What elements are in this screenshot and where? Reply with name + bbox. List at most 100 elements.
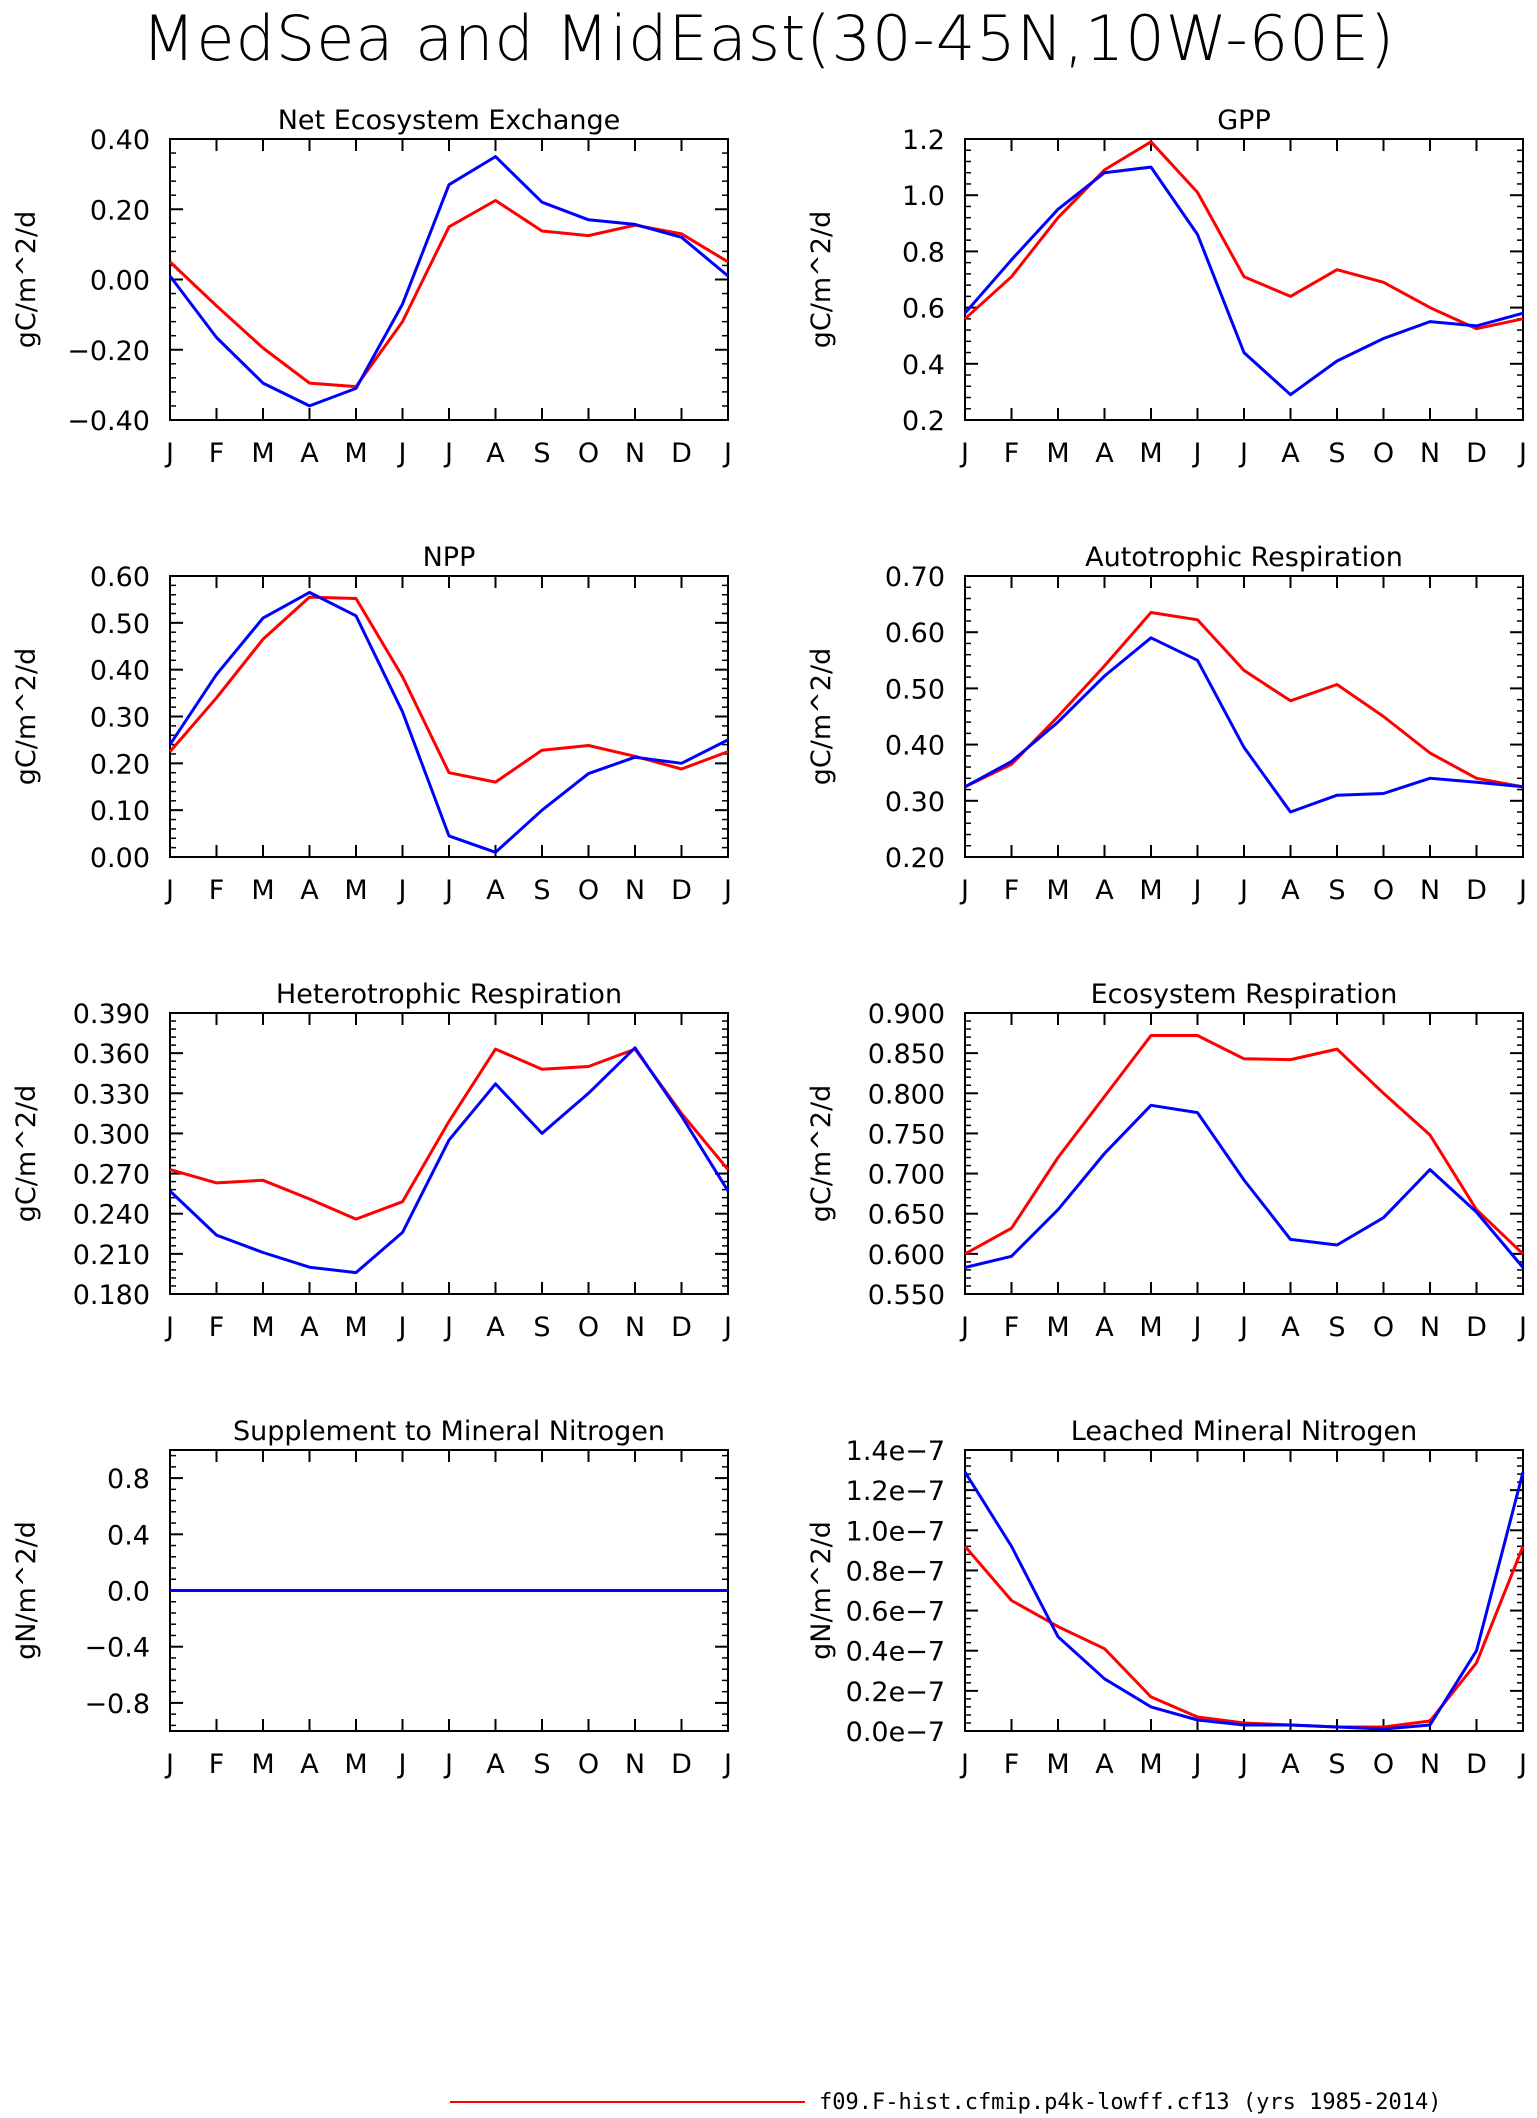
y-tick-label: 0.20 [885, 843, 945, 874]
x-tick-label: M [1046, 1749, 1069, 1780]
x-tick-label: J [722, 1312, 732, 1343]
x-tick-label: M [1046, 438, 1069, 469]
x-tick-label: F [1004, 1749, 1020, 1780]
chart-title: GPP [1217, 105, 1271, 136]
x-tick-label: J [959, 1312, 969, 1343]
x-tick-label: J [164, 875, 174, 906]
x-tick-label: J [1192, 1749, 1202, 1780]
x-tick-label: A [1095, 875, 1114, 906]
x-tick-label: J [959, 875, 969, 906]
y-tick-label: 0.00 [90, 266, 150, 297]
x-tick-label: S [533, 438, 550, 469]
x-tick-label: O [1373, 875, 1394, 906]
y-tick-label: 0.360 [73, 1039, 150, 1070]
y-tick-label: 1.0 [902, 181, 945, 212]
plot-frame [169, 575, 729, 858]
series-line-red [963, 140, 1524, 331]
y-tick-label: 0.10 [90, 796, 150, 827]
chart-title: NPP [423, 542, 476, 573]
y-tick-label: 0.6 [902, 294, 945, 325]
x-tick-label: A [486, 1749, 505, 1780]
x-tick-label: M [251, 875, 274, 906]
x-tick-label: M [1046, 1312, 1069, 1343]
x-tick-label: J [1192, 1312, 1202, 1343]
y-tick-label: 0.30 [885, 787, 945, 818]
x-tick-label: A [1095, 1749, 1114, 1780]
x-tick-label: J [1517, 1749, 1527, 1780]
x-tick-label: A [1281, 1312, 1300, 1343]
x-tick-label: M [1139, 1312, 1162, 1343]
x-tick-label: M [251, 1312, 274, 1343]
chart-title: Leached Mineral Nitrogen [1071, 1416, 1417, 1447]
x-tick-label: J [1517, 1312, 1527, 1343]
x-tick-label: F [1004, 1312, 1020, 1343]
x-tick-label: A [486, 438, 505, 469]
x-tick-label: D [671, 438, 692, 469]
y-tick-label: 0.900 [868, 999, 945, 1030]
x-tick-label: N [1420, 438, 1440, 469]
y-axis-label: gC/m^2/d [806, 1085, 837, 1222]
series-line-blue [964, 1103, 1525, 1269]
chart-panel-7: Supplement to Mineral Nitrogen gN/m^2/d J F… [11, 1416, 732, 1780]
y-tick-label: 0.30 [90, 703, 150, 734]
legend-label: f09.F-hist.cfmip.p4k-lowff.cf13 (yrs 198… [819, 2089, 1442, 2115]
y-tick-label: 0.60 [885, 618, 945, 649]
x-tick-label: M [251, 1749, 274, 1780]
x-tick-label: S [533, 1312, 550, 1343]
x-tick-label: J [443, 1749, 453, 1780]
chart-title: Ecosystem Respiration [1091, 979, 1398, 1010]
chart-title: Heterotrophic Respiration [276, 979, 622, 1010]
x-tick-label: J [722, 438, 732, 469]
x-tick-label: M [1139, 1749, 1162, 1780]
chart-title: Net Ecosystem Exchange [278, 105, 621, 136]
x-tick-label: M [1139, 875, 1162, 906]
legend: f09.F-hist.cfmip.p4k-lowff.cf13 (yrs 198… [450, 2087, 1442, 2117]
x-tick-label: A [300, 875, 319, 906]
x-tick-label: O [1373, 1312, 1394, 1343]
x-tick-label: J [397, 1749, 407, 1780]
x-tick-label: A [1095, 1312, 1114, 1343]
y-tick-label: −0.8 [84, 1689, 150, 1720]
series-line-blue [168, 155, 729, 408]
x-tick-label: J [1238, 1749, 1248, 1780]
series-line-blue [964, 636, 1524, 814]
x-tick-label: D [1466, 875, 1487, 906]
plot-frame [964, 1012, 1524, 1295]
y-axis-label: gC/m^2/d [806, 211, 837, 348]
plot-frame [964, 138, 1524, 421]
series-line-blue [168, 590, 729, 854]
x-tick-label: A [1095, 438, 1114, 469]
series-line-red [169, 1047, 730, 1221]
x-tick-label: J [164, 438, 174, 469]
x-tick-label: J [1192, 875, 1202, 906]
x-tick-label: O [1373, 1749, 1394, 1780]
x-tick-label: M [344, 1749, 367, 1780]
x-tick-label: J [1517, 438, 1527, 469]
y-axis-label: gC/m^2/d [11, 1085, 42, 1222]
x-tick-label: F [209, 438, 225, 469]
x-tick-label: J [397, 1312, 407, 1343]
y-tick-label: 0.4 [902, 350, 945, 381]
y-tick-label: 1.2e−7 [846, 1476, 945, 1507]
x-tick-label: J [1238, 1312, 1248, 1343]
x-tick-label: N [1420, 1749, 1440, 1780]
series-line-red [964, 1034, 1525, 1256]
y-tick-label: 0.4 [107, 1520, 150, 1551]
x-tick-label: A [300, 438, 319, 469]
series-line-red [168, 595, 729, 784]
x-tick-label: A [1281, 875, 1300, 906]
y-tick-label: 0.20 [90, 195, 150, 226]
x-tick-label: J [1238, 875, 1248, 906]
y-tick-label: 0.550 [868, 1280, 945, 1311]
y-tick-label: 0.800 [868, 1079, 945, 1110]
plot-frame [964, 1449, 1524, 1732]
y-axis-label: gN/m^2/d [806, 1521, 837, 1660]
x-tick-label: A [1281, 438, 1300, 469]
y-tick-label: 1.0e−7 [846, 1516, 945, 1547]
y-tick-label: 0.8 [902, 237, 945, 268]
